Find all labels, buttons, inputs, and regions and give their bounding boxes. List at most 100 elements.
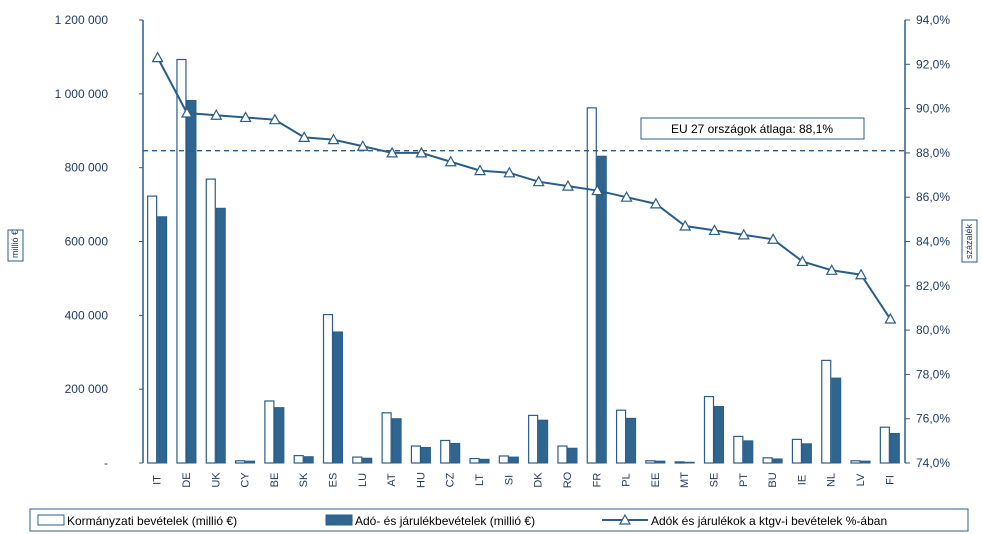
y-right-tick-label: 92,0% <box>916 57 950 71</box>
category-labels: IT DE UK CY BE SK ES LU AT HU CZ LT SI DK RO FR PL EE MT SE… <box>152 471 897 488</box>
y-right-tick-label: 84,0% <box>916 235 950 249</box>
category-label: PL <box>621 473 633 486</box>
legend-label-tax-revenue: Adó- és járulékbevételek (millió €) <box>355 514 535 528</box>
y-axis-right-title-box: százalék <box>961 219 978 263</box>
category-label: CZ <box>445 472 457 487</box>
y-right-tick-label: 78,0% <box>916 367 950 381</box>
percentage-marker <box>415 146 428 158</box>
bar-tax-revenue <box>450 442 461 464</box>
category-label: EE <box>650 473 662 488</box>
bar-tax-revenue <box>245 460 256 464</box>
percentage-marker <box>239 111 252 123</box>
bars-layer <box>147 58 900 464</box>
percentage-marker <box>180 106 193 118</box>
bar-tax-revenue <box>157 216 168 464</box>
bar-tax-revenue <box>772 458 783 464</box>
percentage-marker <box>649 197 662 209</box>
category-label: UK <box>210 472 222 488</box>
y-right-tick-label: 82,0% <box>916 279 950 293</box>
category-label: NL <box>826 473 838 487</box>
percentage-marker <box>532 175 545 187</box>
reference-annotation-text: EU 27 országok átlaga: 88,1% <box>671 122 833 136</box>
bar-government-revenue <box>674 461 685 464</box>
percentage-marker <box>444 155 457 167</box>
percentage-marker <box>591 184 604 196</box>
bar-tax-revenue <box>420 446 431 464</box>
category-label: BE <box>269 473 281 488</box>
percentage-marker <box>825 264 838 275</box>
category-label: RO <box>562 471 574 488</box>
bar-government-revenue <box>791 438 803 464</box>
bar-tax-revenue <box>333 331 343 464</box>
bar-tax-revenue <box>362 457 373 464</box>
bar-government-revenue <box>615 409 627 464</box>
percentage-marker <box>767 233 780 244</box>
category-label: IE <box>796 475 808 485</box>
percentage-marker <box>151 51 164 63</box>
category-label: HU <box>415 472 427 488</box>
legend-swatch-percentage-marker <box>618 513 632 525</box>
bar-tax-revenue <box>538 419 549 464</box>
category-label: FR <box>591 473 603 488</box>
bar-government-revenue <box>645 460 656 464</box>
percentage-marker <box>679 219 692 231</box>
bar-tax-revenue <box>626 417 637 464</box>
legend-frame <box>29 508 969 532</box>
category-label: PT <box>738 473 750 487</box>
bar-government-revenue <box>293 455 304 464</box>
y-axis-left-ticks: - 200 000 400 000 600 000 800 000 1 000 000 1 … <box>55 13 143 470</box>
percentage-marker <box>855 268 868 280</box>
bar-tax-revenue <box>831 377 842 464</box>
bar-tax-revenue <box>508 456 519 464</box>
percentage-marker <box>210 109 223 120</box>
legend: Kormányzati bevételek (millió €) Adó- és… <box>29 508 969 532</box>
percentage-marker <box>268 113 281 125</box>
percentage-marker <box>708 224 721 236</box>
percentage-marker <box>884 312 897 324</box>
category-label: SK <box>298 472 310 487</box>
bar-government-revenue <box>440 439 451 464</box>
percentage-marker <box>737 228 750 240</box>
bar-government-revenue <box>557 445 568 464</box>
bar-government-revenue <box>176 58 187 464</box>
category-label: LU <box>357 473 369 487</box>
bar-tax-revenue <box>801 443 812 464</box>
percentage-marker <box>298 131 311 142</box>
bar-government-revenue <box>762 457 773 464</box>
bar-government-revenue <box>821 359 832 464</box>
legend-swatch-government-revenue <box>37 514 65 526</box>
bar-government-revenue <box>147 195 158 464</box>
y-right-tick-label: 76,0% <box>916 412 950 426</box>
y-left-tick-label: 400 000 <box>65 308 109 322</box>
category-label: ES <box>328 473 340 488</box>
category-label: DK <box>533 472 545 488</box>
category-label: LV <box>855 473 867 486</box>
category-label: MT <box>679 472 691 488</box>
y-left-tick-label: 1 200 000 <box>55 13 109 27</box>
bar-government-revenue <box>322 313 334 464</box>
y-axis-right-title: százalék <box>964 223 974 259</box>
y-right-tick-label: 74,0% <box>916 456 950 470</box>
reference-annotation: EU 27 országok átlaga: 88,1% <box>640 117 865 140</box>
legend-label-percentage: Adók és járulékok a ktgv-i bevételek %-á… <box>651 514 887 528</box>
bar-government-revenue <box>381 412 392 464</box>
percentage-marker <box>620 190 633 202</box>
bar-government-revenue <box>586 107 597 464</box>
bar-tax-revenue <box>684 461 695 464</box>
bar-government-revenue <box>850 460 861 464</box>
category-label: FI <box>884 475 896 485</box>
y-right-tick-label: 88,0% <box>916 146 950 160</box>
bar-government-revenue <box>469 457 480 464</box>
category-label: DE <box>181 472 193 487</box>
bar-tax-revenue <box>215 207 226 464</box>
category-label: BU <box>767 472 779 487</box>
category-label: LT <box>474 474 486 486</box>
bar-government-revenue <box>205 178 216 464</box>
percentage-marker <box>561 179 574 191</box>
bar-government-revenue <box>733 435 744 464</box>
bar-government-revenue <box>410 445 422 464</box>
bar-tax-revenue <box>889 432 900 464</box>
bar-tax-revenue <box>186 99 197 464</box>
category-label: CY <box>240 472 252 488</box>
y-right-tick-label: 80,0% <box>916 323 950 337</box>
